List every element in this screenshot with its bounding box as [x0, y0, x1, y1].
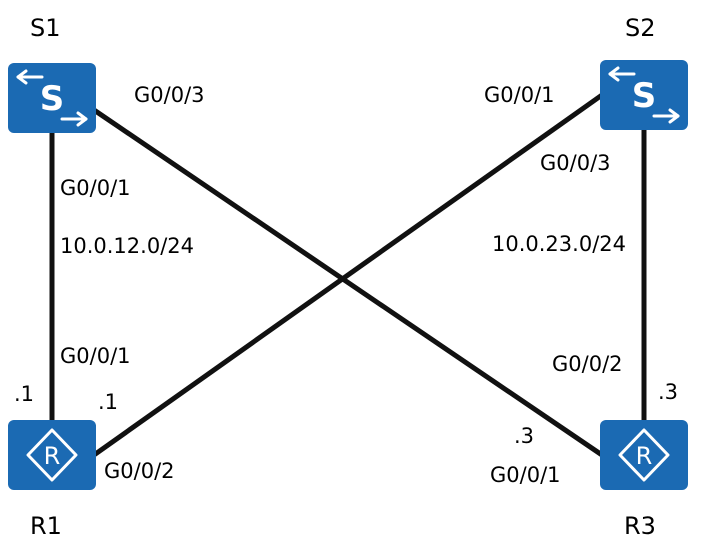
- port-label-s1-g003: G0/0/3: [134, 83, 205, 107]
- switch-icon: S: [608, 66, 680, 124]
- device-name-r3: R3: [624, 512, 656, 540]
- svg-text:S: S: [632, 76, 657, 116]
- subnet-label-12: 10.0.12.0/24: [60, 234, 194, 258]
- svg-text:S: S: [40, 79, 65, 119]
- host-label-r1-right: .1: [98, 390, 119, 414]
- port-label-r1-g002: G0/0/2: [104, 459, 175, 483]
- host-label-r3-right: .3: [658, 380, 679, 404]
- subnet-label-23: 10.0.23.0/24: [492, 232, 626, 256]
- link-s1-r3: [92, 107, 604, 458]
- router-icon: R: [26, 428, 78, 482]
- device-name-s1: S1: [30, 14, 61, 42]
- device-name-s2: S2: [625, 14, 656, 42]
- host-label-r3-left: .3: [514, 424, 535, 448]
- router-r1[interactable]: R: [8, 420, 96, 490]
- router-icon: R: [618, 428, 670, 482]
- svg-text:R: R: [44, 442, 61, 470]
- host-label-r1-left: .1: [14, 382, 35, 406]
- switch-icon: S: [16, 69, 88, 127]
- link-s2-r1: [92, 92, 604, 458]
- port-label-s2-g001: G0/0/1: [484, 83, 555, 107]
- router-r3[interactable]: R: [600, 420, 688, 490]
- device-name-r1: R1: [30, 512, 62, 540]
- port-label-s2-g003: G0/0/3: [540, 151, 611, 175]
- switch-s2[interactable]: S: [600, 60, 688, 130]
- port-label-r1-g001: G0/0/1: [60, 344, 131, 368]
- port-label-s1-g001: G0/0/1: [60, 176, 131, 200]
- port-label-r3-g002: G0/0/2: [552, 352, 623, 376]
- svg-text:R: R: [636, 442, 653, 470]
- switch-s1[interactable]: S: [8, 63, 96, 133]
- port-label-r3-g001: G0/0/1: [490, 463, 561, 487]
